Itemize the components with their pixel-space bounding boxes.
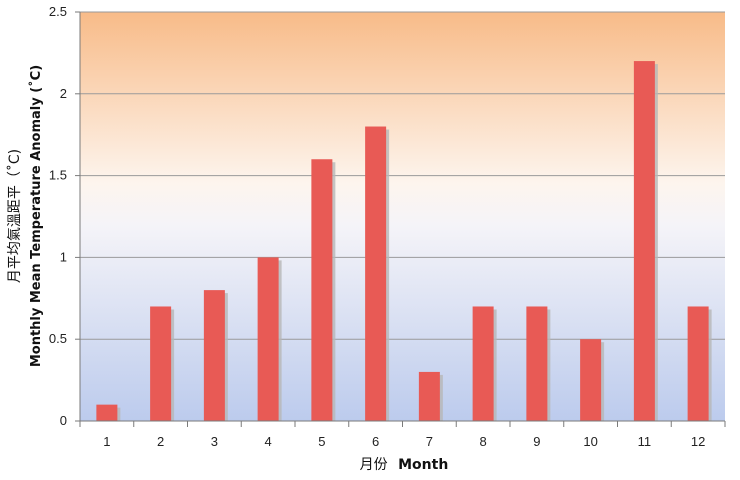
x-axis-title-zh: 月份 (360, 457, 388, 473)
gridlines (80, 11, 725, 340)
bar (150, 306, 172, 421)
x-tick-label: 12 (691, 434, 705, 449)
bar (418, 371, 440, 421)
bar (687, 306, 709, 421)
x-tick-label: 3 (211, 434, 218, 449)
y-tick-label: 2.5 (49, 4, 67, 19)
bar (472, 306, 494, 421)
x-tick-label: 8 (480, 434, 487, 449)
y-tick-labels: 0 0.5 1 1.5 2 2.5 (49, 4, 67, 428)
y-axis-title-zh: 月平均氣溫距平（˚C) (6, 149, 23, 283)
x-tick-label: 2 (157, 434, 164, 449)
x-tick-labels: 1 2 3 4 5 6 7 8 9 10 11 12 (103, 434, 705, 449)
x-tick-label: 7 (426, 434, 433, 449)
y-tick-label: 1.5 (49, 168, 67, 183)
x-tick-label: 10 (583, 434, 597, 449)
y-axis-title-en: Monthly Mean Temperature Anomaly (˚C) (28, 65, 44, 367)
bar (580, 339, 602, 421)
bar (311, 159, 333, 422)
y-tick-label: 1 (60, 249, 67, 264)
x-tick-label: 4 (265, 434, 272, 449)
bar (526, 306, 548, 421)
bars (96, 61, 712, 422)
bar (365, 126, 387, 422)
y-tick-label: 2 (60, 86, 67, 101)
bar (203, 290, 225, 421)
bar (633, 61, 655, 422)
y-tick-label: 0 (60, 413, 67, 428)
x-axis-title-en: Month (398, 457, 448, 473)
x-tick-label: 5 (318, 434, 325, 449)
x-tick-label: 11 (638, 434, 652, 449)
y-tick-label: 0.5 (49, 331, 67, 346)
x-tick-label: 9 (533, 434, 540, 449)
bar (257, 257, 279, 421)
plot-background (80, 12, 725, 421)
x-tick-label: 6 (372, 434, 379, 449)
axes (75, 11, 726, 427)
x-tick-label: 1 (103, 434, 110, 449)
x-axis-title: 月份 Month (360, 457, 449, 473)
bar (96, 404, 118, 421)
